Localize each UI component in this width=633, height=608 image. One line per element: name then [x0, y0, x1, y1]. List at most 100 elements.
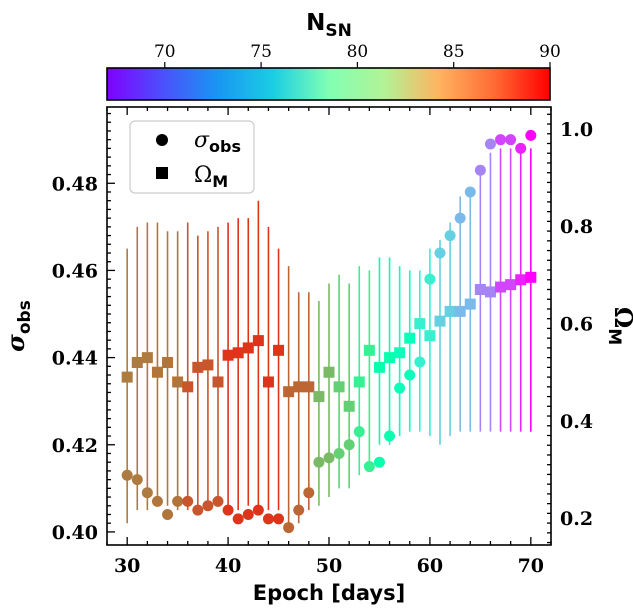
right-tick-label: 0.2	[560, 508, 593, 530]
sigma-obs-point	[131, 474, 143, 486]
sigma-obs-point	[525, 129, 537, 141]
colorbar-label: NSN	[306, 10, 352, 41]
left-tick-label: 0.44	[52, 348, 98, 370]
omega-m-point	[343, 400, 355, 412]
sigma-obs-point	[394, 382, 406, 394]
sigma-obs-point	[434, 247, 446, 259]
omega-m-point	[363, 344, 375, 356]
colorbar: 70 75 80 85 90 NSN	[106, 10, 561, 101]
left-tick-label: 0.42	[52, 435, 98, 457]
sigma-obs-point	[182, 495, 194, 507]
omega-m-point	[525, 271, 537, 283]
sigma-obs-point	[121, 469, 133, 481]
x-tick-label: 70	[518, 555, 544, 577]
sigma-obs-point	[252, 504, 264, 516]
colorbar-tick-label: 70	[154, 42, 176, 62]
left-tick-label: 0.48	[52, 173, 98, 195]
sigma-obs-point	[202, 500, 214, 512]
omega-m-point	[141, 352, 153, 364]
omega-m-point	[232, 347, 244, 359]
sigma-obs-point	[162, 508, 174, 520]
right-axis-label: ΩM	[604, 307, 633, 345]
colorbar-tick-label: 90	[539, 42, 561, 62]
omega-m-point	[303, 381, 315, 393]
legend-marker-square	[156, 167, 168, 179]
left-axis-ticks: 0.40 0.42 0.44 0.46 0.48	[52, 112, 115, 544]
left-axis-label: σobs	[1, 300, 35, 352]
sigma-obs-point	[222, 504, 234, 516]
omega-m-point	[414, 318, 426, 330]
sigma-obs-point	[454, 212, 466, 224]
omega-m-point	[192, 361, 204, 373]
right-tick-label: 0.8	[560, 216, 593, 238]
omega-m-point	[515, 274, 527, 286]
x-tick-label: 50	[316, 555, 342, 577]
sigma-obs-point	[212, 495, 224, 507]
sigma-obs-point	[283, 522, 295, 534]
right-tick-label: 0.6	[560, 314, 593, 336]
omega-m-point	[353, 376, 365, 388]
omega-m-point	[333, 381, 345, 393]
omega-m-point	[454, 305, 466, 317]
omega-m-point	[384, 352, 396, 364]
sigma-obs-point	[404, 369, 416, 381]
data-markers	[121, 129, 537, 534]
sigma-obs-point	[444, 230, 456, 242]
right-axis-ticks: 0.2 0.4 0.6 0.8 1.0	[547, 113, 593, 544]
omega-m-point	[273, 344, 285, 356]
sigma-obs-point	[172, 495, 184, 507]
omega-m-point	[464, 298, 476, 310]
x-axis-label: Epoch [days]	[253, 581, 405, 605]
legend-label-sigma: σobs	[194, 128, 241, 156]
omega-m-point	[404, 332, 416, 344]
omega-m-point	[182, 381, 194, 393]
sigma-obs-point	[192, 504, 204, 516]
sigma-obs-point	[303, 487, 315, 499]
sigma-obs-point	[363, 461, 375, 473]
sigma-obs-point	[273, 513, 285, 525]
sigma-obs-point	[464, 186, 476, 198]
right-tick-label: 0.4	[560, 411, 593, 433]
sigma-obs-point	[495, 134, 507, 146]
omega-m-point	[202, 359, 214, 371]
omega-m-point	[212, 376, 224, 388]
sigma-obs-point	[373, 456, 385, 468]
x-tick-label: 30	[114, 555, 140, 577]
sigma-obs-point	[242, 508, 254, 520]
omega-m-point	[121, 371, 133, 383]
omega-m-point	[283, 386, 295, 398]
colorbar-gradient	[106, 67, 551, 101]
legend: σobs ΩM	[129, 120, 255, 194]
sigma-obs-point	[262, 513, 274, 525]
omega-m-point	[252, 335, 264, 347]
sigma-obs-point	[505, 134, 517, 146]
sigma-obs-point	[293, 504, 305, 516]
legend-marker-circle	[156, 134, 168, 146]
colorbar-tick-label: 80	[347, 42, 369, 62]
sigma-obs-point	[484, 138, 496, 150]
omega-m-point	[162, 357, 174, 368]
omega-m-point	[131, 357, 143, 368]
omega-m-point	[444, 305, 456, 317]
sigma-obs-point	[232, 513, 244, 525]
x-axis-ticks: 30 40 50 60 70	[106, 107, 552, 577]
omega-m-point	[323, 366, 335, 378]
omega-m-point	[424, 330, 436, 342]
omega-m-point	[495, 281, 507, 293]
sigma-obs-point	[151, 495, 163, 507]
colorbar-tick-label: 85	[443, 42, 465, 62]
omega-m-point	[474, 284, 486, 295]
sigma-obs-point	[515, 142, 527, 154]
sigma-obs-point	[141, 487, 153, 499]
x-tick-label: 60	[417, 555, 443, 577]
omega-m-point	[484, 286, 496, 298]
omega-m-point	[262, 376, 274, 388]
sigma-obs-point	[353, 426, 365, 438]
omega-m-point	[313, 391, 325, 403]
sigma-obs-point	[333, 447, 345, 459]
omega-m-point	[505, 279, 517, 291]
sigma-obs-point	[414, 356, 426, 368]
omega-m-point	[373, 361, 385, 373]
omega-m-point	[242, 342, 254, 354]
